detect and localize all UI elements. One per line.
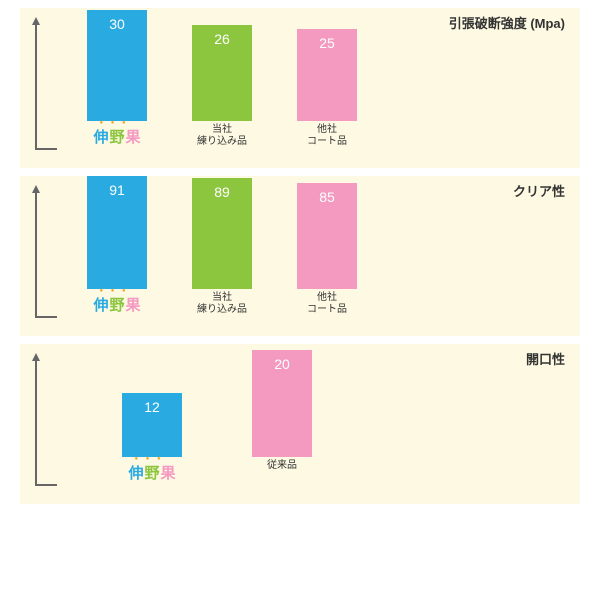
bar-value: 26: [214, 31, 230, 47]
panel-title: 引張破断強度 (Mpa): [449, 16, 565, 33]
brand-logo: ● ● ●伸野果: [93, 124, 140, 148]
bar: 85: [297, 183, 357, 289]
y-axis: [35, 359, 57, 486]
bar-label: 他社 コート品: [307, 124, 347, 148]
bar-group: 30 ● ● ●伸野果: [82, 10, 152, 148]
bar-label: 他社 コート品: [307, 292, 347, 316]
chart-panel: 開口性 12 ● ● ●伸野果 20 従来品: [20, 344, 580, 504]
bar-value: 30: [109, 16, 125, 32]
chart-panel: クリア性 91 ● ● ●伸野果 89 当社 練り込み品 85 他社 コート品: [20, 176, 580, 336]
brand-logo: ● ● ●伸野果: [128, 460, 175, 484]
bar-label: 当社 練り込み品: [197, 124, 247, 148]
bar-group: 12 ● ● ●伸野果: [117, 393, 187, 484]
y-axis: [35, 191, 57, 318]
bar-group: 89 当社 練り込み品: [187, 178, 257, 316]
bar-value: 12: [144, 399, 160, 415]
chart-panel: 引張破断強度 (Mpa) 30 ● ● ●伸野果 26 当社 練り込み品 25 他社 コート…: [20, 8, 580, 168]
bar-group: 91 ● ● ●伸野果: [82, 176, 152, 316]
bar-label: 当社 練り込み品: [197, 292, 247, 316]
bars-container: 91● ● ●伸野果89当社 練り込み品85他社 コート品: [82, 186, 362, 316]
bar-value: 25: [319, 35, 335, 51]
y-axis: [35, 23, 57, 150]
bars-container: 30 ● ● ●伸野果 26 当社 練り込み品 25 他社 コート品: [82, 18, 362, 148]
bar-group: 85 他社 コート品: [292, 183, 362, 316]
bar-value: 20: [274, 356, 290, 372]
bar: 91: [87, 176, 147, 289]
bar-group: 20 従来品: [247, 350, 317, 484]
bar-value: 85: [319, 189, 335, 205]
bar: 25: [297, 29, 357, 121]
bars-container: 12 ● ● ●伸野果 20 従来品: [117, 354, 317, 484]
bar: 30: [87, 10, 147, 121]
bar-label: 従来品: [267, 460, 297, 484]
bar: 20: [252, 350, 312, 457]
bar-value: 91: [109, 182, 125, 198]
panel-title: 開口性: [526, 352, 565, 369]
bar-group: 26 当社 練り込み品: [187, 25, 257, 148]
bar: 89: [192, 178, 252, 289]
bar: 12: [122, 393, 182, 457]
bar-value: 89: [214, 184, 230, 200]
brand-logo: ● ● ●伸野果: [93, 292, 140, 316]
panel-title: クリア性: [513, 184, 565, 201]
bar-group: 25 他社 コート品: [292, 29, 362, 148]
bar: 26: [192, 25, 252, 121]
